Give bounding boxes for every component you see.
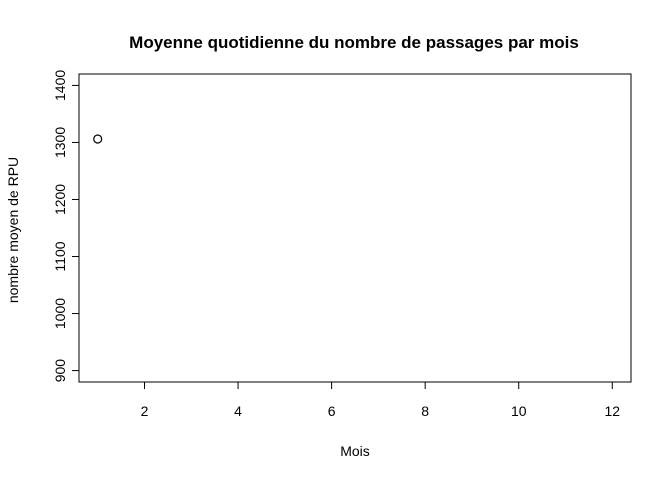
x-tick-label: 10 — [511, 403, 527, 419]
x-axis: 2 4 6 8 10 12 — [141, 381, 620, 419]
y-tick-label: 1100 — [52, 241, 68, 271]
y-tick-label: 1400 — [52, 70, 68, 101]
data-points — [93, 134, 103, 144]
y-axis: 900 1000 1100 1200 1300 1400 — [52, 70, 80, 383]
y-axis-label: nombre moyen de RPU — [5, 157, 21, 303]
y-tick-label: 1200 — [52, 184, 68, 215]
x-tick-label: 6 — [328, 403, 336, 419]
y-tick-label: 1300 — [52, 127, 68, 158]
x-tick-label: 12 — [604, 403, 620, 419]
y-tick-label: 1000 — [52, 298, 68, 329]
x-tick-label: 8 — [421, 403, 429, 419]
data-point — [93, 134, 103, 144]
x-axis-label: Mois — [340, 443, 370, 459]
chart-title: Moyenne quotidienne du nombre de passage… — [129, 33, 579, 52]
x-tick-label: 4 — [234, 403, 242, 419]
plot-frame — [78, 73, 632, 383]
y-tick-label: 900 — [52, 359, 68, 383]
x-tick-label: 2 — [141, 403, 149, 419]
